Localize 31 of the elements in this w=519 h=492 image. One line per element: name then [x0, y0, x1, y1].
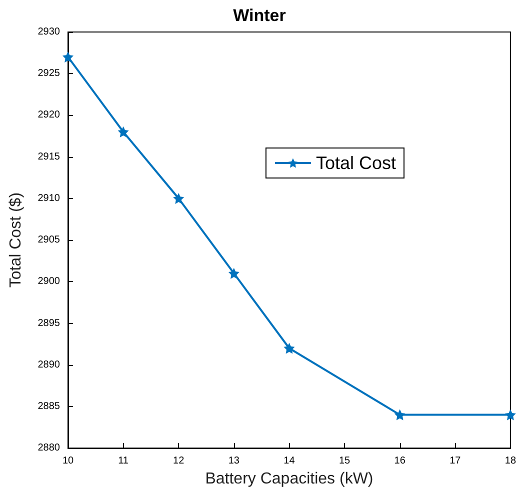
y-tick-label: 2920 [38, 110, 60, 121]
x-tick-label: 18 [504, 456, 516, 467]
y-tick-label: 2885 [38, 400, 60, 412]
chart-title: Winter [233, 6, 286, 25]
y-tick-label: 2880 [38, 442, 60, 454]
y-tick-label: 2900 [38, 276, 60, 288]
point [62, 51, 74, 62]
y-tick-label: 2905 [38, 234, 60, 246]
x-tick-label: 12 [173, 456, 185, 467]
point [394, 409, 406, 420]
point [118, 126, 129, 138]
x-tick-label: 11 [118, 456, 129, 467]
y-tick-label: 2890 [38, 359, 60, 370]
y-axis-title: Total Cost ($) [8, 192, 24, 288]
point [228, 268, 240, 279]
x-tick-label: 10 [62, 456, 74, 467]
y-tick-label: 2895 [38, 318, 60, 329]
x-tick-label: 17 [450, 456, 462, 467]
x-tick-label: 15 [338, 456, 351, 467]
point [504, 409, 516, 420]
legend-label: Total Cost [316, 153, 396, 173]
point [284, 342, 295, 354]
y-tick-label: 2915 [38, 151, 60, 162]
y-tick-label: 2925 [38, 68, 60, 80]
x-axis-title: Battery Capacities (kW) [205, 470, 374, 488]
point [173, 192, 184, 204]
x-tick-label: 13 [228, 456, 240, 467]
x-tick-label: 16 [394, 456, 406, 467]
y-tick-label: 2930 [38, 26, 60, 38]
x-tick-label: 14 [284, 456, 296, 467]
y-tick-label: 2910 [38, 192, 60, 204]
